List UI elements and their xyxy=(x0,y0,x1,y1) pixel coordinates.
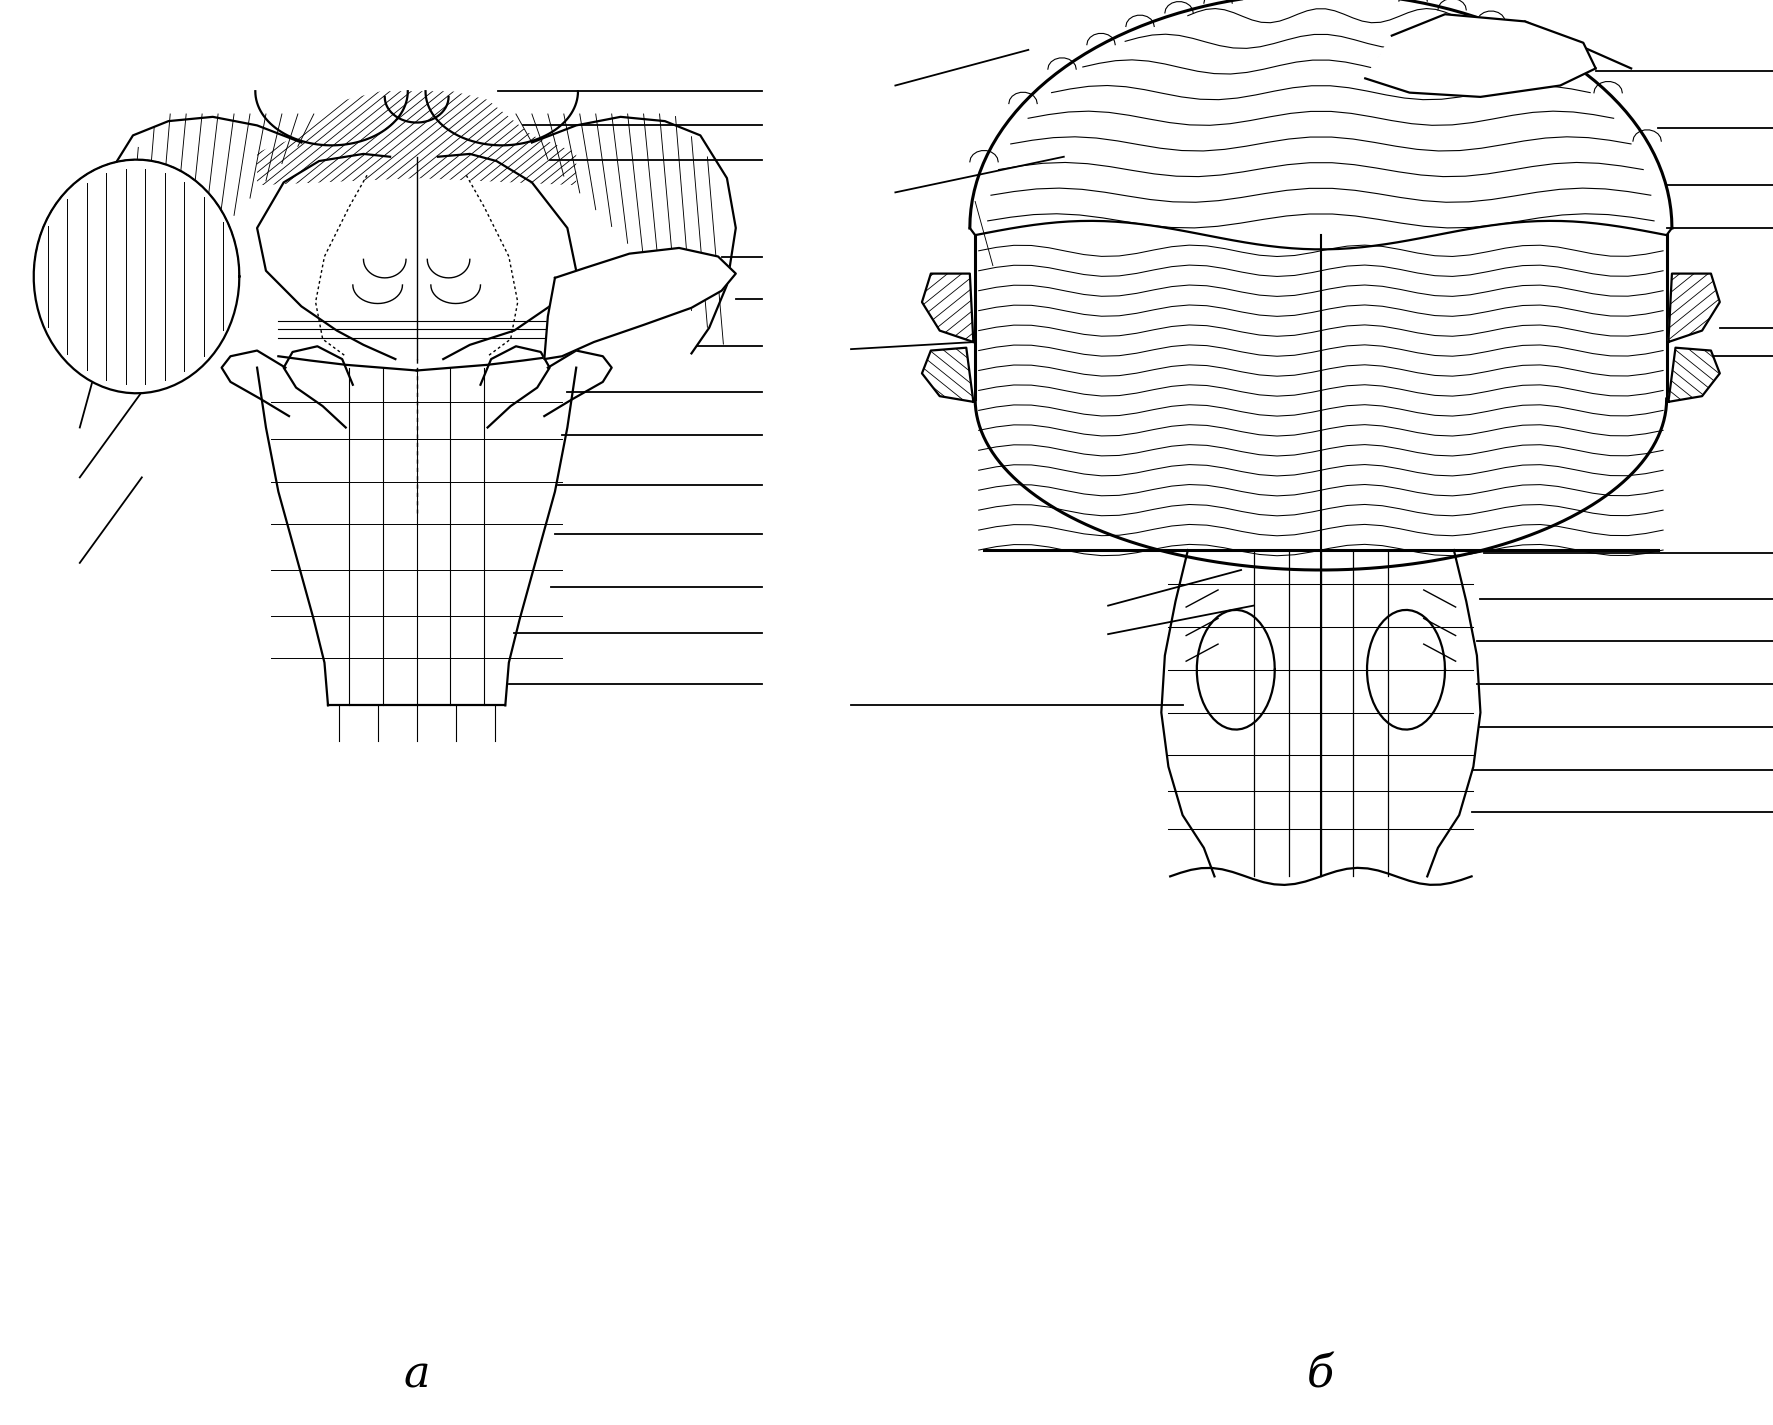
Polygon shape xyxy=(922,348,973,402)
Polygon shape xyxy=(1668,348,1720,402)
Polygon shape xyxy=(544,248,736,359)
Text: a: a xyxy=(404,1354,429,1396)
Text: б: б xyxy=(1307,1354,1335,1396)
Polygon shape xyxy=(1668,274,1720,342)
Polygon shape xyxy=(34,160,239,393)
Polygon shape xyxy=(922,274,973,342)
Polygon shape xyxy=(1365,14,1596,97)
